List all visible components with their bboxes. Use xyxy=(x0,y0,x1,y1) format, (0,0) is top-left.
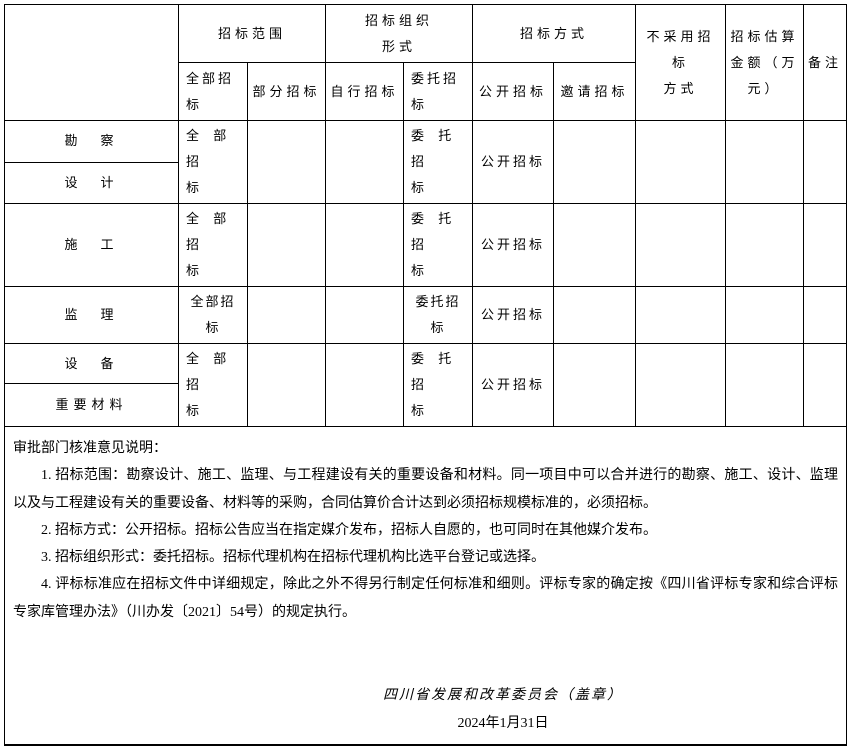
cell-equipment-materials-scope-partial xyxy=(246,343,327,427)
row-label-materials: 重要材料 xyxy=(4,383,179,427)
cell-equipment-materials-remark xyxy=(803,343,848,427)
row-construction: 施 工 全 部 招 标 委 托 招 标 公开招标 xyxy=(4,203,848,287)
cell-construction-remark xyxy=(803,203,848,287)
row-notes: 审批部门核准意见说明： 1. 招标范围：勘察设计、施工、监理、与工程建设有关的重… xyxy=(3,426,848,746)
row-label-construction: 施 工 xyxy=(4,203,179,287)
cell-supervision-estimate xyxy=(725,286,805,344)
cell-supervision-scope-partial xyxy=(246,286,327,344)
row-supervision: 监 理 全部招 标 委托招 标 公开招标 xyxy=(4,286,848,344)
cell-equipment-materials-scope: 全 部 招 标 xyxy=(178,343,248,427)
header-org-self: 自行招标 xyxy=(325,62,405,121)
cell-survey-design-org: 委 托 招 标 xyxy=(403,120,474,204)
cell-equipment-materials-estimate xyxy=(725,343,805,427)
row-equipment: 设 备 全 部 招 标 委 托 招 标 公开招标 xyxy=(4,342,848,427)
cell-equipment-materials-org-self xyxy=(325,343,405,427)
signature-date: 2024年1月31日 xyxy=(457,716,549,732)
cell-construction-org: 委 托 招 标 xyxy=(403,203,474,287)
header-row-groups: 招标范围 招标组织 形式 招标方式 不采用招标 方式 招标估算 金额（万 元） … xyxy=(4,4,848,121)
cell-survey-design-scope: 全 部 招 标 xyxy=(178,120,248,204)
row-design: 设 计 xyxy=(4,161,847,204)
cell-construction-scope: 全 部 招 标 xyxy=(178,203,248,287)
corner-cell xyxy=(4,4,179,121)
cell-survey-design-method-invite xyxy=(553,120,637,204)
form-sheet: 招标范围 招标组织 形式 招标方式 不采用招标 方式 招标估算 金额（万 元） … xyxy=(3,4,848,746)
note-item-3: 3. 招标组织形式：委托招标。招标代理机构在招标代理机构比选平台登记或选择。 xyxy=(41,550,545,566)
note-item-4: 4. 评标标准应在招标文件中详细规定，除此之外不得另行制定任何标准和细则。评标专… xyxy=(13,577,839,620)
note-item-2: 2. 招标方式：公开招标。招标公告应当在指定媒介发布，招标人自愿的，也可同时在其… xyxy=(41,522,657,538)
header-method-group: 招标方式 xyxy=(472,4,637,63)
header-estimate-amount: 招标估算 金额（万 元） xyxy=(725,4,805,121)
signature-block: 四川省发展和改革委员会（盖章） 2024年1月31日 xyxy=(173,682,833,738)
cell-construction-no-bid xyxy=(635,203,727,287)
cell-supervision-org: 委托招 标 xyxy=(403,286,474,344)
cell-supervision-remark xyxy=(803,286,848,344)
bidding-approval-table: 招标范围 招标组织 形式 招标方式 不采用招标 方式 招标估算 金额（万 元） … xyxy=(3,4,848,746)
notes-heading: 审批部门核准意见说明： xyxy=(13,441,167,456)
header-org-group: 招标组织 形式 xyxy=(325,4,474,63)
signature-authority: 四川省发展和改革委员会（盖章） xyxy=(383,688,623,704)
cell-survey-design-org-self xyxy=(325,120,405,204)
cell-construction-method: 公开招标 xyxy=(472,203,555,287)
cell-survey-design-method: 公开招标 xyxy=(472,120,555,204)
cell-equipment-materials-no-bid xyxy=(635,343,727,427)
cell-survey-design-scope-partial xyxy=(246,120,327,204)
row-label-supervision: 监 理 xyxy=(4,286,179,344)
header-scope-group: 招标范围 xyxy=(177,4,327,63)
cell-equipment-materials-org: 委 托 招 标 xyxy=(403,343,474,427)
header-method-invite: 邀请招标 xyxy=(553,62,637,121)
row-survey: 勘 察 全 部 招 标 委 托 招 标 公开招标 xyxy=(4,120,848,204)
cell-supervision-org-self xyxy=(325,286,405,344)
cell-equipment-materials-method: 公开招标 xyxy=(472,343,555,427)
cell-construction-estimate xyxy=(725,203,805,287)
note-item-1: 1. 招标范围：勘察设计、施工、监理、与工程建设有关的重要设备和材料。同一项目中… xyxy=(13,468,839,511)
cell-supervision-method: 公开招标 xyxy=(472,286,555,344)
cell-equipment-materials-method-invite xyxy=(553,343,637,427)
header-org-entrust: 委托招 标 xyxy=(403,62,474,121)
header-method-open: 公开招标 xyxy=(472,62,555,121)
header-remark: 备注 xyxy=(803,4,848,121)
row-label-survey: 勘 察 xyxy=(4,120,179,163)
header-row-subcolumns: 全部招 标 部分招标 自行招标 委托招 标 公开招标 邀请招标 xyxy=(5,62,847,121)
cell-supervision-scope: 全部招 标 xyxy=(178,286,248,344)
notes-section: 审批部门核准意见说明： 1. 招标范围：勘察设计、施工、监理、与工程建设有关的重… xyxy=(3,426,848,746)
header-no-bid-method: 不采用招标 方式 xyxy=(635,4,727,121)
row-label-design: 设 计 xyxy=(4,161,179,204)
cell-construction-org-self xyxy=(325,203,405,287)
cell-survey-design-estimate xyxy=(725,120,805,204)
cell-survey-design-remark xyxy=(803,120,848,204)
cell-construction-scope-partial xyxy=(246,203,327,287)
cell-supervision-method-invite xyxy=(553,286,637,344)
cell-construction-method-invite xyxy=(553,203,637,287)
header-scope-partial: 部分招标 xyxy=(246,62,327,121)
header-scope-all: 全部招 标 xyxy=(178,62,248,121)
cell-supervision-no-bid xyxy=(635,286,727,344)
cell-survey-design-no-bid xyxy=(635,120,727,204)
row-label-equipment: 设 备 xyxy=(4,342,179,385)
